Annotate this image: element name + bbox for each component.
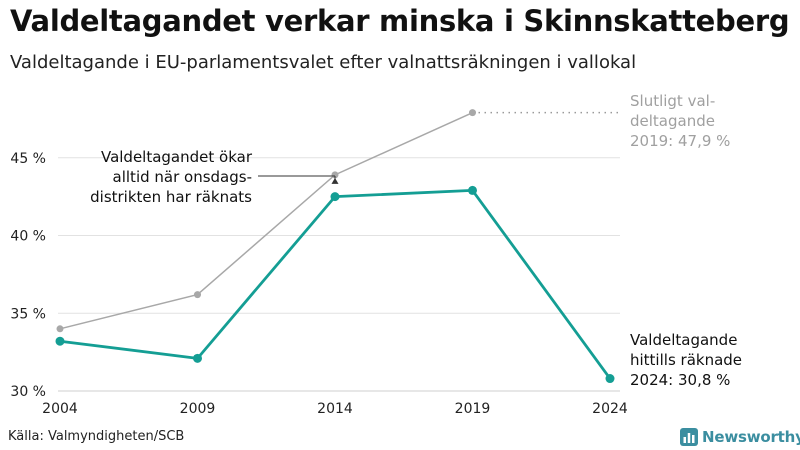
annotation-final-turnout-line: deltagande xyxy=(630,112,715,130)
data-point-counted-turnout xyxy=(605,374,615,384)
y-tick-label: 40 % xyxy=(10,229,46,245)
annotation-wednesday-note-line: Valdeltagandet ökar xyxy=(101,148,253,166)
data-point-final-turnout xyxy=(469,109,476,117)
annotation-arrowhead xyxy=(331,177,339,184)
y-tick-label: 30 % xyxy=(10,384,46,400)
bar-chart-icon xyxy=(680,428,698,446)
data-point-counted-turnout xyxy=(330,192,340,202)
x-tick-label: 2024 xyxy=(592,401,628,417)
x-tick-label: 2019 xyxy=(455,401,491,417)
data-point-counted-turnout xyxy=(468,185,477,195)
annotation-counted-turnout-line: hittills räknade xyxy=(630,351,742,369)
series-line-counted-turnout xyxy=(59,189,612,380)
x-tick-label: 2009 xyxy=(180,401,216,417)
data-point-counted-turnout xyxy=(193,353,202,363)
annotation-wednesday-note-line: alltid när onsdags- xyxy=(113,168,252,186)
annotation-final-turnout: Slutligt val-deltagande 2019: 47,9 % xyxy=(630,92,730,150)
data-point-final-turnout xyxy=(194,291,201,299)
annotation-wednesday-note-line: distrikten har räknats xyxy=(90,188,252,206)
annotation-wednesday-note: Valdeltagandet ökar alltid när onsdags-di… xyxy=(90,148,253,206)
brand-logo: Newsworthy xyxy=(680,428,800,446)
annotation-final-turnout-line: 2019: 47,9 % xyxy=(630,132,730,150)
data-point-counted-turnout xyxy=(55,336,65,346)
series-line-final-turnout xyxy=(59,111,473,330)
y-tick-label: 35 % xyxy=(10,306,46,322)
annotation-counted-turnout-line: Valdeltagande xyxy=(630,331,737,349)
annotation-counted-turnout: Valdeltagande hittills räknade 2024: 30,8 … xyxy=(630,331,742,389)
chart-title: Valdeltagandet verkar minska i Skinnskat… xyxy=(10,4,790,38)
x-tick-label: 2004 xyxy=(42,401,78,417)
source-note: Källa: Valmyndigheten/SCB xyxy=(8,429,185,444)
chart-subtitle: Valdeltagande i EU-parlamentsvalet efter… xyxy=(10,52,637,73)
brand-name: Newsworthy xyxy=(702,428,800,446)
y-tick-label: 45 % xyxy=(10,151,46,167)
x-tick-label: 2014 xyxy=(317,401,353,417)
data-point-final-turnout xyxy=(331,171,339,179)
data-point-final-turnout xyxy=(56,325,64,333)
annotation-counted-turnout-line: 2024: 30,8 % xyxy=(630,371,730,389)
annotation-final-turnout-line: Slutligt val- xyxy=(630,92,715,110)
